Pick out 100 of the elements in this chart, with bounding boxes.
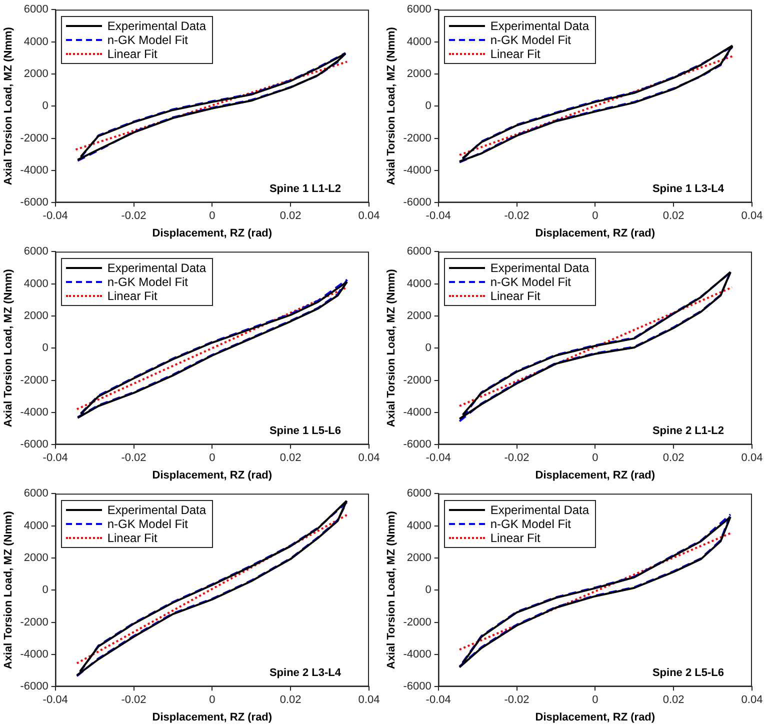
y-tick-label: 4000 xyxy=(24,520,48,532)
y-tick-label: 6000 xyxy=(406,246,432,258)
x-tick-label: -0.02 xyxy=(504,210,530,222)
legend-label: Linear Fit xyxy=(107,288,158,303)
y-tick-label: -6000 xyxy=(403,438,432,451)
legend-label: Experimental Data xyxy=(490,18,590,33)
annotation: Spine 2 L3-L4 xyxy=(269,667,342,680)
x-tick-label: 0.04 xyxy=(741,452,763,464)
y-tick-label: 6000 xyxy=(406,4,432,16)
y-tick-label: 2000 xyxy=(24,552,48,564)
y-axis-title: Axial Torsion Load, MZ (Nmm) xyxy=(2,268,15,428)
x-tick-label: 0.04 xyxy=(358,452,380,464)
legend-label: Linear Fit xyxy=(490,46,540,61)
y-tick-label: -4000 xyxy=(403,406,432,418)
x-tick-label: 0.02 xyxy=(662,452,684,464)
x-tick-label: 0.02 xyxy=(280,210,302,222)
x-tick-label: -0.04 xyxy=(426,210,451,222)
x-tick-label: 0.02 xyxy=(662,210,684,222)
y-tick-label: 4000 xyxy=(24,36,48,48)
legend-label: n-GK Model Fit xyxy=(107,274,188,289)
legend-label: n-GK Model Fit xyxy=(107,32,188,47)
legend-label: n-GK Model Fit xyxy=(107,516,188,531)
x-tick-label: -0.02 xyxy=(121,452,146,464)
x-tick-label: 0.04 xyxy=(358,210,380,222)
annotation: Spine 1 L3-L4 xyxy=(652,183,725,196)
y-axis-title: Axial Torsion Load, MZ (Nmm) xyxy=(2,510,15,670)
annotation: Spine 1 L5-L6 xyxy=(269,425,341,438)
y-tick-label: -2000 xyxy=(20,374,48,386)
y-axis-title: Axial Torsion Load, MZ (Nmm) xyxy=(2,26,15,186)
y-tick-label: -6000 xyxy=(403,196,432,209)
y-tick-label: 2000 xyxy=(406,310,432,322)
y-tick-label: 2000 xyxy=(406,68,432,80)
y-tick-label: 0 xyxy=(425,100,432,112)
annotation: Spine 1 L1-L2 xyxy=(269,183,341,196)
y-tick-label: 4000 xyxy=(406,278,432,290)
y-tick-label: -2000 xyxy=(403,374,432,386)
x-tick-label: -0.02 xyxy=(121,694,146,706)
y-tick-label: -2000 xyxy=(403,616,432,628)
x-tick-label: 0.02 xyxy=(662,694,684,706)
y-tick-label: -2000 xyxy=(20,616,48,628)
x-tick-label: 0 xyxy=(209,452,216,464)
y-axis-title: Axial Torsion Load, MZ (Nmm) xyxy=(386,26,398,186)
x-tick-label: 0.04 xyxy=(358,694,380,706)
y-tick-label: 0 xyxy=(425,584,432,596)
y-tick-label: 0 xyxy=(42,100,48,112)
legend-label: Linear Fit xyxy=(107,530,158,545)
x-tick-label: -0.04 xyxy=(426,452,451,464)
x-tick-label: -0.04 xyxy=(42,452,68,464)
y-tick-label: 2000 xyxy=(24,310,48,322)
x-axis-title: Displacement, RZ (rad) xyxy=(152,469,272,482)
y-tick-label: 6000 xyxy=(24,488,48,500)
x-tick-label: 0 xyxy=(209,694,216,706)
x-tick-label: 0.02 xyxy=(280,694,302,706)
y-tick-label: -4000 xyxy=(20,406,48,418)
y-tick-label: -4000 xyxy=(403,648,432,660)
x-tick-label: -0.04 xyxy=(426,694,451,706)
legend-label: n-GK Model Fit xyxy=(490,32,572,47)
y-tick-label: -6000 xyxy=(20,680,48,693)
y-tick-label: 4000 xyxy=(24,278,48,290)
x-tick-label: 0.04 xyxy=(741,694,763,706)
y-tick-label: -2000 xyxy=(403,132,432,144)
legend-label: n-GK Model Fit xyxy=(490,274,572,289)
y-tick-label: 6000 xyxy=(24,246,48,258)
legend-label: n-GK Model Fit xyxy=(490,516,572,531)
y-tick-label: -4000 xyxy=(20,648,48,660)
x-axis-title: Displacement, RZ (rad) xyxy=(535,227,656,240)
y-tick-label: 0 xyxy=(42,584,48,596)
legend-label: Linear Fit xyxy=(107,46,158,61)
legend-label: Linear Fit xyxy=(490,288,540,303)
y-tick-label: 6000 xyxy=(406,488,432,500)
x-axis-title: Displacement, RZ (rad) xyxy=(152,711,272,724)
y-tick-label: 4000 xyxy=(406,36,432,48)
y-tick-label: -4000 xyxy=(20,164,48,176)
x-tick-label: 0 xyxy=(592,210,598,222)
y-tick-label: -6000 xyxy=(20,196,48,209)
x-tick-label: 0 xyxy=(592,694,598,706)
legend-label: Experimental Data xyxy=(107,260,206,275)
y-axis-title: Axial Torsion Load, MZ (Nmm) xyxy=(386,268,398,428)
legend-label: Experimental Data xyxy=(490,502,590,517)
annotation: Spine 2 L5-L6 xyxy=(652,667,724,680)
legend-label: Experimental Data xyxy=(107,502,206,517)
y-tick-label: 2000 xyxy=(24,68,48,80)
y-tick-label: 0 xyxy=(425,342,432,354)
y-tick-label: -6000 xyxy=(403,680,432,693)
x-tick-label: -0.02 xyxy=(504,452,530,464)
y-tick-label: 4000 xyxy=(406,520,432,532)
x-tick-label: -0.04 xyxy=(42,210,68,222)
x-tick-label: 0.02 xyxy=(280,452,302,464)
x-tick-label: 0 xyxy=(592,452,598,464)
x-axis-title: Displacement, RZ (rad) xyxy=(535,469,656,482)
x-tick-label: -0.02 xyxy=(504,694,530,706)
legend-label: Linear Fit xyxy=(490,530,540,545)
x-tick-label: -0.02 xyxy=(121,210,146,222)
x-tick-label: -0.04 xyxy=(42,694,68,706)
y-tick-label: -2000 xyxy=(20,132,48,144)
legend-label: Experimental Data xyxy=(490,260,590,275)
x-tick-label: 0.04 xyxy=(741,210,763,222)
y-tick-label: 0 xyxy=(42,342,48,354)
legend-label: Experimental Data xyxy=(107,18,206,33)
x-tick-label: 0 xyxy=(209,210,216,222)
